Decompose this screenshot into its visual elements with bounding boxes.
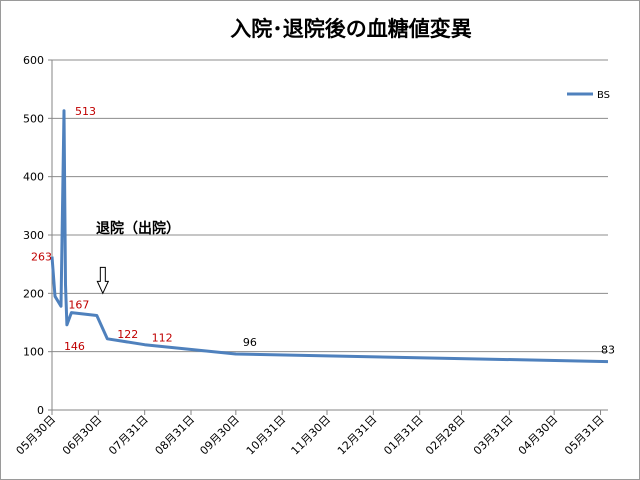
x-tick-label: 12月31日 bbox=[335, 413, 380, 458]
series-bs bbox=[50, 109, 609, 364]
y-tick-label: 300 bbox=[23, 229, 44, 242]
x-tick-label: 08月31日 bbox=[153, 413, 198, 458]
x-tick-label: 07月31日 bbox=[106, 413, 151, 458]
data-label: 146 bbox=[64, 340, 85, 353]
legend-label-bs: BS bbox=[597, 90, 610, 101]
x-tick-label: 10月31日 bbox=[244, 413, 289, 458]
x-tick-label: 02月28日 bbox=[423, 413, 468, 458]
x-tick-label: 01月31日 bbox=[381, 413, 426, 458]
data-label: 513 bbox=[75, 105, 96, 118]
y-tick-label: 400 bbox=[23, 171, 44, 184]
y-axis-ticks: 0 100 200 300 400 500 600 bbox=[23, 54, 52, 417]
x-tick-label: 06月30日 bbox=[60, 413, 105, 458]
x-axis-ticks: 05月30日 06月30日 07月31日 08月31日 09月30日 10月31日 11月3… bbox=[14, 410, 607, 457]
gridlines bbox=[52, 59, 608, 353]
chart-title: 入院･退院後の血糖値変異 bbox=[230, 17, 472, 41]
series-line-bs bbox=[50, 109, 609, 364]
y-tick-label: 100 bbox=[23, 346, 44, 359]
y-tick-label: 0 bbox=[37, 404, 44, 417]
data-label: 83 bbox=[601, 344, 615, 357]
data-label: 96 bbox=[243, 336, 257, 349]
data-labels: 263 513 146 167 122 112 96 83 bbox=[31, 105, 615, 357]
data-label: 122 bbox=[117, 328, 138, 341]
annotation-arrow bbox=[96, 266, 110, 295]
x-tick-label: 05月31日 bbox=[562, 413, 607, 458]
x-tick-label: 09月30日 bbox=[197, 413, 242, 458]
x-tick-label: 03月31日 bbox=[471, 413, 516, 458]
x-tick-label: 05月30日 bbox=[14, 413, 59, 458]
data-label: 167 bbox=[68, 299, 89, 312]
y-tick-label: 600 bbox=[23, 54, 44, 67]
legend: BS bbox=[567, 90, 610, 101]
annotation: 退院（出院） bbox=[96, 220, 180, 295]
data-label: 263 bbox=[31, 251, 52, 264]
x-tick-label: 04月30日 bbox=[516, 413, 561, 458]
annotation-text: 退院（出院） bbox=[96, 220, 180, 237]
x-tick-label: 11月30日 bbox=[289, 413, 334, 458]
data-label: 112 bbox=[152, 332, 173, 345]
y-tick-label: 500 bbox=[23, 112, 44, 125]
y-tick-label: 200 bbox=[23, 287, 44, 300]
